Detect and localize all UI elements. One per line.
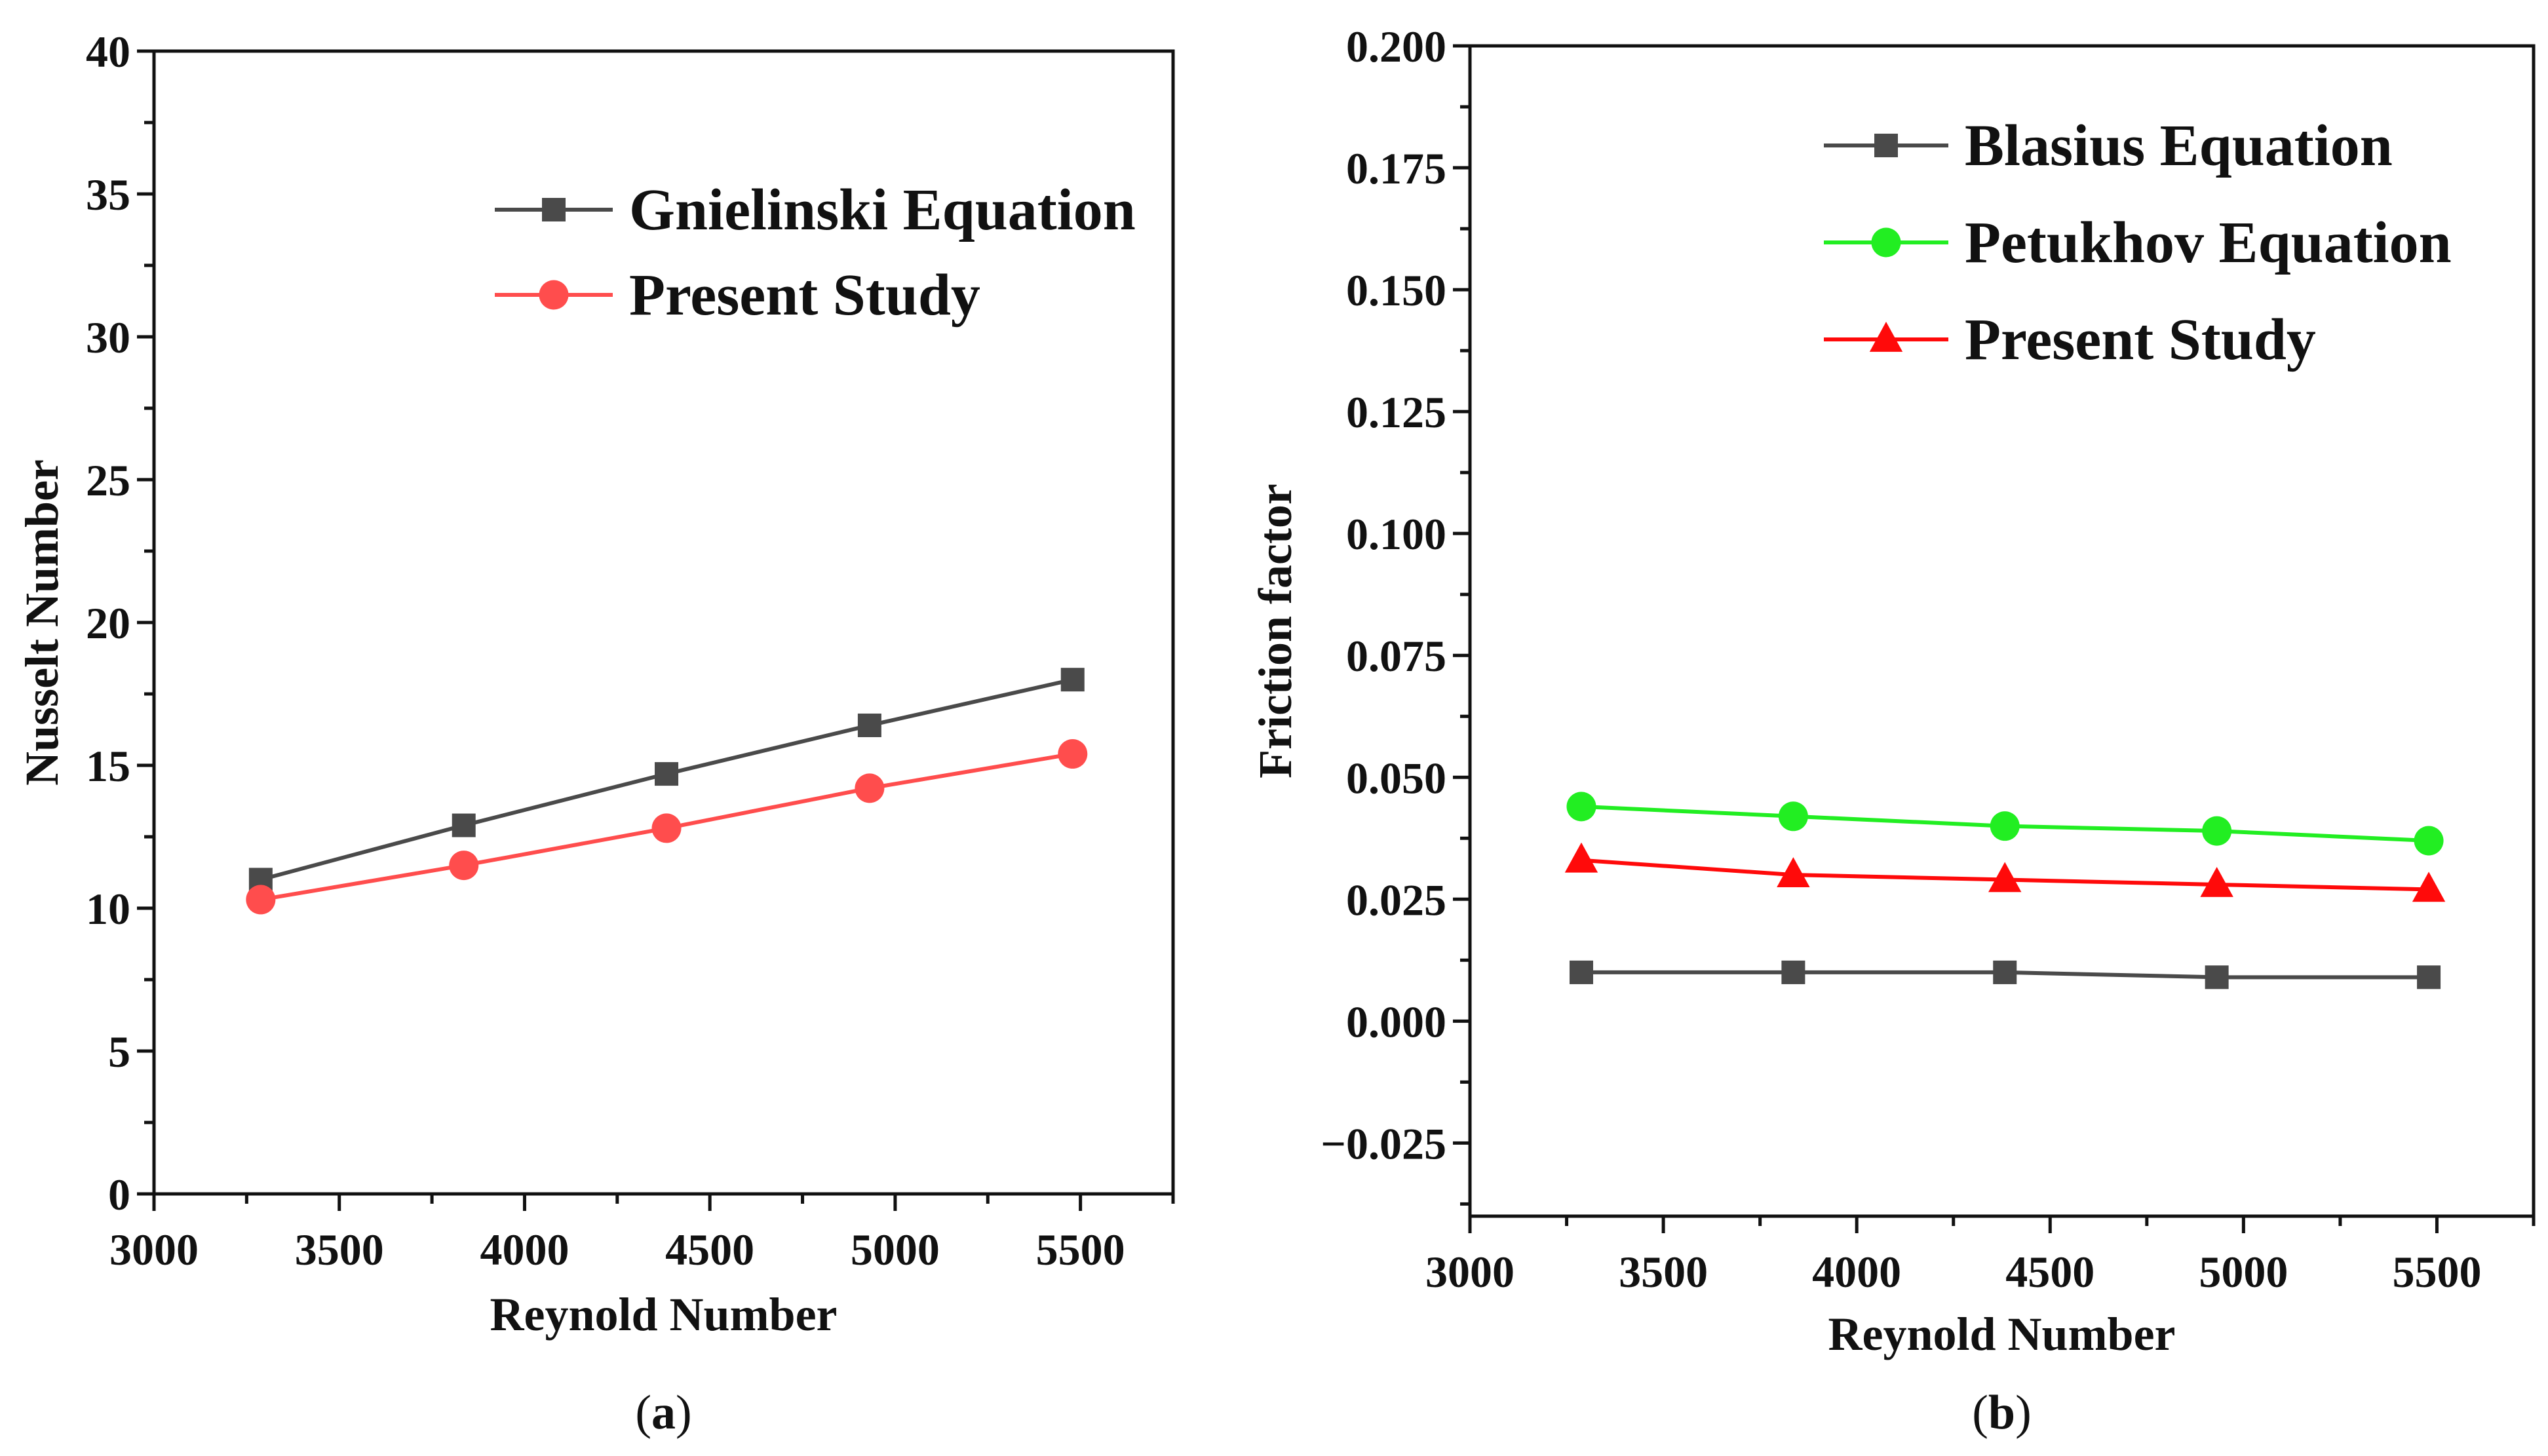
x-axis-label: Reynold Number [490, 1288, 837, 1341]
panel-caption: (a) [635, 1386, 691, 1440]
legend-label: Present Study [629, 263, 980, 328]
x-tick-label: 3500 [1619, 1247, 1708, 1297]
x-tick-label: 3000 [109, 1225, 199, 1274]
data-point [655, 762, 679, 786]
data-point [651, 813, 682, 843]
x-tick-label: 5000 [2199, 1247, 2288, 1297]
series-blasius-equation [1569, 960, 2441, 989]
y-tick-label: 0.000 [1346, 997, 1446, 1046]
data-point [246, 885, 276, 915]
x-tick-label: 5000 [851, 1225, 940, 1274]
series-present-study [246, 739, 1088, 915]
legend-label: Present Study [1965, 307, 2316, 372]
data-point [2414, 826, 2444, 856]
legend-label: Gnielinski Equation [629, 178, 1136, 242]
caption-open: ( [635, 1386, 651, 1440]
legend-marker [539, 280, 569, 310]
y-axis-label: Friction factor [1249, 484, 1302, 778]
y-tick-label: 0.200 [1346, 22, 1446, 71]
caption-close: ) [2015, 1386, 2032, 1440]
series-present-study [1564, 842, 2446, 902]
x-tick-label: 3500 [295, 1225, 384, 1274]
legend-label: Blasius Equation [1965, 113, 2393, 178]
y-tick-label: 20 [86, 598, 130, 648]
data-point [1781, 960, 1805, 984]
x-tick-label: 4500 [2005, 1247, 2094, 1297]
legend-marker [1869, 322, 1903, 352]
x-tick-label: 4000 [480, 1225, 569, 1274]
data-point [855, 773, 885, 803]
legend-marker [1871, 227, 1901, 258]
data-point [2202, 816, 2232, 846]
legend-marker [1874, 134, 1898, 157]
y-tick-label: 30 [86, 313, 130, 362]
data-point [1060, 668, 1085, 692]
caption-letter: a [651, 1386, 676, 1440]
data-point [1988, 862, 2022, 892]
data-point [1993, 960, 2017, 984]
y-tick-label: 15 [86, 741, 130, 791]
data-point [1778, 801, 1808, 832]
caption-open: ( [1972, 1386, 1988, 1440]
data-point [857, 713, 881, 737]
data-point [452, 813, 476, 837]
data-point [449, 851, 479, 881]
y-tick-label: 5 [108, 1027, 130, 1077]
y-tick-label: 0.175 [1346, 144, 1446, 193]
x-tick-label: 5500 [1036, 1225, 1125, 1274]
data-point [2200, 866, 2233, 897]
y-tick-label: 0.050 [1346, 753, 1446, 803]
y-tick-label: 25 [86, 455, 130, 505]
x-tick-label: 3000 [1425, 1247, 1515, 1297]
series-petukhov-equation [1566, 792, 2444, 856]
data-point [1990, 811, 2020, 841]
y-tick-label: 0.075 [1346, 631, 1446, 681]
data-point [2205, 965, 2229, 989]
panel-caption: (b) [1972, 1386, 2031, 1440]
legend-marker [542, 198, 566, 221]
caption-letter: b [1988, 1386, 2015, 1440]
data-point [1777, 857, 1810, 887]
series-gnielinski-equation [248, 668, 1085, 892]
data-point [1569, 960, 1593, 984]
chart-panel-b: 3000 3500 4000 4500 5000 5500 −0.025 0.000 0.025… [1249, 22, 2536, 1440]
y-tick-label: 0.125 [1346, 387, 1446, 437]
y-axis-label: Nusselt Number [16, 459, 68, 786]
x-axis-label: Reynold Number [1828, 1308, 2175, 1360]
data-point [1058, 739, 1088, 769]
y-tick-label: 40 [86, 27, 130, 77]
x-tick-label: 4500 [665, 1225, 754, 1274]
data-point [1566, 792, 1596, 822]
y-tick-label: 10 [86, 884, 130, 934]
y-tick-label: −0.025 [1321, 1119, 1446, 1168]
chart-panel-a: 3000 3500 4000 4500 5000 5500 0 5 10 15 20 25 30 35 40… [16, 27, 1175, 1440]
y-tick-label: 35 [86, 170, 130, 220]
y-tick-label: 0.025 [1346, 875, 1446, 925]
caption-close: ) [676, 1386, 692, 1440]
plot-frame [1468, 44, 2536, 1218]
x-tick-label: 4000 [1812, 1247, 1901, 1297]
data-point [2412, 872, 2446, 902]
legend-label: Petukhov Equation [1965, 210, 2452, 275]
data-point [2417, 965, 2441, 989]
y-tick-label: 0.100 [1346, 509, 1446, 559]
data-point [1564, 842, 1598, 873]
y-tick-label: 0 [108, 1170, 130, 1219]
y-tick-label: 0.150 [1346, 265, 1446, 315]
x-tick-label: 5500 [2392, 1247, 2481, 1297]
